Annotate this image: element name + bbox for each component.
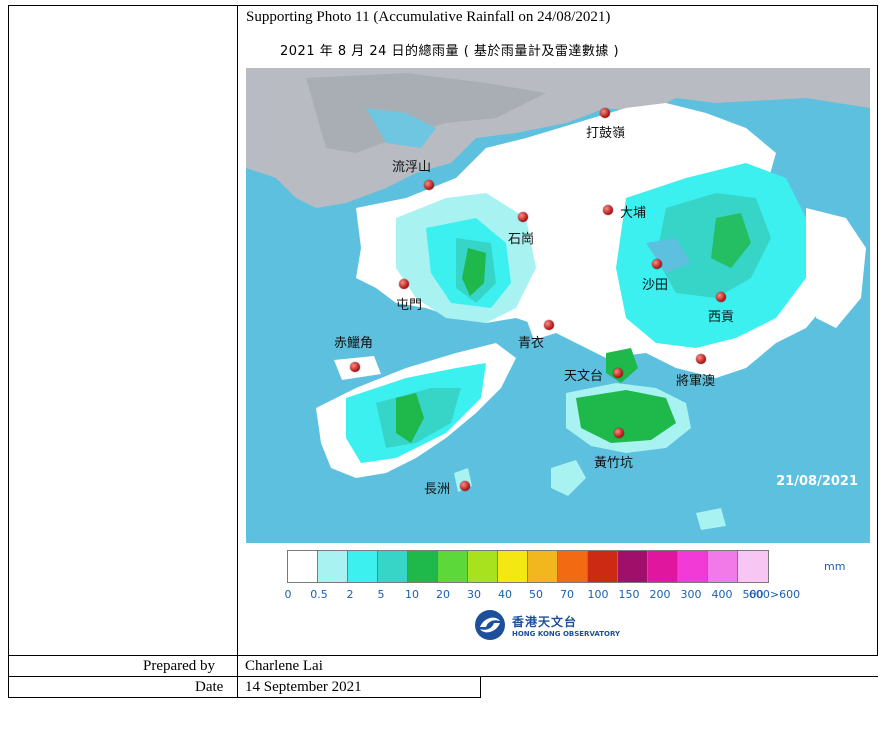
legend-unit: mm (824, 560, 846, 573)
legend-tick-label: 5 (377, 588, 385, 601)
legend-tick-label: 20 (436, 588, 450, 601)
legend-tick-label: 30 (467, 588, 481, 601)
rainfall-legend (287, 550, 769, 583)
map-subtitle: 2021 年 8 月 24 日的總雨量 ( 基於雨量計及雷達數據 ) (280, 44, 620, 59)
place-label: 將軍澳 (676, 374, 716, 389)
legend-tick-label: 600>600 (748, 588, 801, 601)
legend-swatch (498, 551, 528, 582)
table-row-divider (8, 676, 878, 677)
place-marker (460, 481, 470, 491)
legend-swatch (378, 551, 408, 582)
logo-english-text: HONG KONG OBSERVATORY (512, 629, 621, 638)
prepared-by-value: Charlene Lai (245, 658, 323, 674)
table-border-bottom (8, 697, 481, 698)
legend-swatch (708, 551, 738, 582)
place-label: 流浮山 (392, 160, 432, 175)
legend-tick-label: 70 (560, 588, 574, 601)
place-label: 打鼓嶺 (586, 126, 626, 141)
photo-caption: Supporting Photo 11 (Accumulative Rainfa… (246, 9, 611, 25)
legend-tick-label: 300 (680, 588, 702, 601)
place-marker (696, 354, 706, 364)
outer-islet (696, 508, 726, 530)
place-marker (603, 205, 613, 215)
legend-swatch (408, 551, 438, 582)
place-marker (399, 279, 409, 289)
hko-logo-icon (475, 610, 505, 640)
place-label: 天文台 (564, 369, 604, 384)
legend-tick-label: 2 (346, 588, 354, 601)
legend-swatch (468, 551, 498, 582)
legend-swatch (558, 551, 588, 582)
map-date-stamp: 21/08/2021 (776, 474, 858, 489)
mainland-terrain-shade (306, 73, 546, 153)
prepared-by-label: Prepared by (143, 658, 216, 674)
legend-tick-label: 0 (284, 588, 292, 601)
legend-tick-label: 150 (618, 588, 640, 601)
place-label: 赤鱲角 (334, 336, 374, 351)
table-border-left (8, 5, 9, 698)
rain-zone-east-core (711, 213, 751, 268)
hk-island-rain-green (576, 390, 676, 443)
legend-swatch (348, 551, 378, 582)
lamma-island (551, 460, 586, 496)
place-marker (652, 259, 662, 269)
legend-swatch (678, 551, 708, 582)
legend-tick-label: 50 (529, 588, 543, 601)
sai-kung-land (806, 208, 866, 328)
place-marker (544, 320, 554, 330)
table-column-divider (237, 5, 238, 698)
place-marker (424, 180, 434, 190)
place-label: 大埔 (620, 206, 647, 221)
legend-swatch (738, 551, 768, 582)
place-label: 西貢 (708, 310, 735, 325)
place-marker (614, 428, 624, 438)
table-border-right (877, 5, 878, 655)
place-marker (613, 368, 623, 378)
rainfall-map-graphic (246, 68, 870, 530)
tsing-yi-island (526, 313, 556, 340)
legend-tick-label: 0.5 (310, 588, 328, 601)
place-marker (518, 212, 528, 222)
legend-swatch (528, 551, 558, 582)
legend-tick-label: 500 (742, 588, 764, 601)
table-date-cell-right (480, 676, 481, 698)
place-label: 長洲 (424, 482, 451, 497)
date-label: Date (195, 679, 224, 695)
place-marker (716, 292, 726, 302)
legend-swatch (648, 551, 678, 582)
legend-tick-label: 400 (711, 588, 733, 601)
legend-swatch (318, 551, 348, 582)
place-label: 沙田 (642, 278, 669, 293)
legend-swatch (288, 551, 318, 582)
place-label: 青衣 (518, 336, 545, 351)
rain-zone-10-20 (462, 248, 486, 296)
hko-logo: 香港天文台 HONG KONG OBSERVATORY (474, 609, 620, 641)
place-marker (600, 108, 610, 118)
legend-tick-label: 100 (587, 588, 609, 601)
legend-tick-label: 200 (649, 588, 671, 601)
legend-swatch (618, 551, 648, 582)
place-label: 石崗 (508, 232, 535, 247)
legend-swatch (588, 551, 618, 582)
legend-tick-label: 40 (498, 588, 512, 601)
table-border-top (8, 5, 878, 6)
place-label: 黃竹坑 (594, 456, 634, 471)
mainland-water-channel (366, 108, 436, 148)
legend-tick-label: 10 (405, 588, 419, 601)
tolo-harbour (646, 238, 691, 273)
rainfall-map: 打鼓嶺 流浮山 石崗 大埔 屯門 沙田 西貢 青衣 赤鱲角 天文台 將軍澳 黃竹… (246, 68, 870, 543)
table-row-divider (8, 655, 878, 656)
logo-chinese-text: 香港天文台 (512, 614, 578, 629)
lantau-rain-green (396, 393, 424, 443)
place-marker (350, 362, 360, 372)
place-label: 屯門 (396, 298, 423, 313)
date-value: 14 September 2021 (245, 679, 362, 695)
legend-swatch (438, 551, 468, 582)
